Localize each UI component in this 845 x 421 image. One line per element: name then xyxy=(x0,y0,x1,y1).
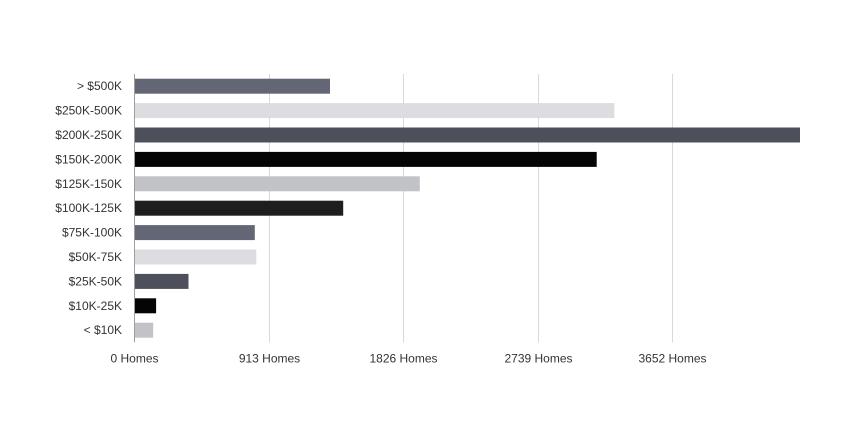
bar xyxy=(135,200,344,216)
category-label: $25K-50K xyxy=(69,274,122,288)
x-tick-label: 0 Homes xyxy=(110,351,158,365)
category-label: $125K-150K xyxy=(55,177,122,191)
bar xyxy=(135,273,189,289)
x-tick-label: 1826 Homes xyxy=(369,351,437,365)
x-tick-labels: 0 Homes 913 Homes 1826 Homes 2739 Homes 3652… xyxy=(110,351,706,365)
bar xyxy=(135,127,800,143)
bar xyxy=(135,176,420,192)
bar xyxy=(135,225,255,241)
bar xyxy=(135,78,330,94)
category-label: $200K-250K xyxy=(55,128,122,142)
category-label: $10K-25K xyxy=(69,299,122,313)
category-label: $250K-500K xyxy=(55,104,122,118)
bar xyxy=(135,298,157,314)
category-label: > $500K xyxy=(77,79,122,93)
bars xyxy=(135,78,800,338)
bar xyxy=(135,322,154,338)
category-labels: > $500K $250K-500K $200K-250K $150K-200K $12… xyxy=(55,79,122,337)
bar xyxy=(135,249,257,265)
category-label: $150K-200K xyxy=(55,152,122,166)
bar xyxy=(135,151,597,167)
category-label: $50K-75K xyxy=(69,250,122,264)
x-tick-label: 913 Homes xyxy=(239,351,300,365)
category-label: $75K-100K xyxy=(62,226,122,240)
category-label: < $10K xyxy=(84,323,122,337)
x-tick-label: 3652 Homes xyxy=(638,351,706,365)
category-label: $100K-125K xyxy=(55,201,122,215)
bar xyxy=(135,103,615,119)
x-tick-label: 2739 Homes xyxy=(504,351,572,365)
